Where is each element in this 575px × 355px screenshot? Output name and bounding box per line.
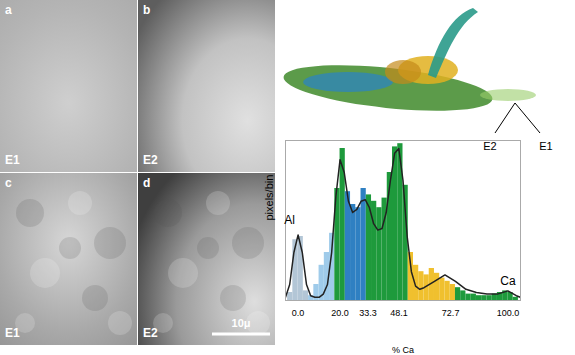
svg-text:% Ca: % Ca <box>392 345 414 355</box>
svg-text:48.1: 48.1 <box>390 308 408 318</box>
svg-text:Al: Al <box>284 213 295 227</box>
svg-text:pixels/bin: pixels/bin <box>263 175 275 221</box>
svg-text:72.7: 72.7 <box>442 308 460 318</box>
svg-text:a: a <box>5 3 12 17</box>
svg-text:E2: E2 <box>483 140 496 152</box>
svg-text:10μ: 10μ <box>232 317 251 329</box>
svg-text:Ca: Ca <box>500 274 516 288</box>
svg-text:E1: E1 <box>539 140 552 152</box>
svg-text:c: c <box>5 176 12 190</box>
svg-text:E1: E1 <box>5 326 20 340</box>
svg-text:20.0: 20.0 <box>331 308 349 318</box>
svg-text:E2: E2 <box>143 326 158 340</box>
svg-text:100.0: 100.0 <box>497 308 520 318</box>
svg-text:0.0: 0.0 <box>292 308 305 318</box>
svg-text:b: b <box>143 3 150 17</box>
svg-text:E1: E1 <box>5 153 20 167</box>
svg-text:E2: E2 <box>143 153 158 167</box>
svg-text:d: d <box>143 176 150 190</box>
svg-text:33.3: 33.3 <box>359 308 377 318</box>
